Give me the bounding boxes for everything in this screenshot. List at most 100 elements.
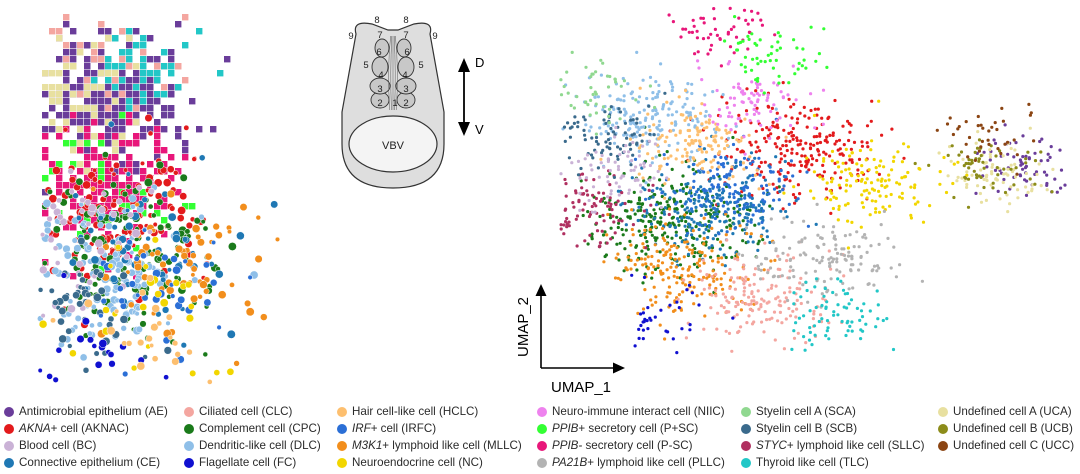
umap-point (611, 123, 615, 127)
spatial-cell (70, 203, 77, 210)
umap-point (678, 188, 682, 192)
spatial-cell (140, 56, 147, 63)
umap-point (690, 291, 695, 295)
dv-label-ventral: V (475, 122, 484, 137)
legend-label-text: Neuro-immune interact cell (NIIC) (552, 405, 725, 418)
umap-point (836, 218, 840, 222)
umap-point (784, 209, 788, 214)
umap-point (681, 267, 685, 271)
umap-point (833, 142, 837, 146)
umap-point (606, 212, 610, 217)
umap-point (721, 287, 725, 291)
umap-point (642, 275, 647, 279)
umap-point (875, 269, 879, 273)
umap-point (725, 230, 729, 234)
spatial-cell (168, 84, 175, 91)
umap-point (770, 316, 774, 320)
umap-point (757, 93, 762, 97)
umap-point (751, 213, 755, 217)
umap-point (690, 217, 694, 221)
umap-point (761, 238, 765, 242)
legend-label: Hair cell-like cell (HCLC) (352, 405, 478, 418)
umap-point (988, 148, 992, 152)
umap-point (722, 200, 726, 204)
umap-point (743, 65, 747, 69)
spatial-cell (182, 258, 188, 264)
umap-point (614, 181, 618, 185)
legend-label-text: + cell (AKNAC) (50, 422, 129, 435)
spatial-cell (161, 105, 168, 112)
umap-point (742, 282, 746, 286)
schematic-region-label: 7 (403, 30, 408, 41)
spatial-cell (134, 277, 141, 284)
umap-point (747, 133, 751, 137)
umap-point (638, 183, 643, 187)
umap-point (766, 93, 770, 97)
umap-point (808, 330, 813, 334)
spatial-cell (105, 203, 112, 210)
umap-point (700, 250, 704, 255)
spatial-cell (123, 167, 129, 173)
umap-point (798, 111, 802, 115)
umap-point (668, 223, 673, 228)
umap-point (1024, 185, 1028, 189)
umap-point (760, 128, 765, 132)
umap-point (951, 181, 955, 186)
spatial-cell (126, 91, 133, 98)
umap-point (725, 299, 729, 303)
spatial-cell (97, 179, 104, 186)
umap-point (892, 245, 896, 249)
umap-point (691, 118, 695, 123)
schematic-region-label: 8 (374, 15, 379, 26)
spatial-cell (140, 189, 147, 196)
spatial-cell (63, 105, 70, 112)
spatial-cell (86, 330, 93, 337)
spatial-cell (105, 77, 112, 84)
spatial-cell (154, 147, 161, 154)
umap-point (705, 195, 709, 199)
spatial-cell (126, 140, 133, 147)
umap-point (747, 97, 751, 101)
umap-point (813, 107, 817, 111)
umap-point (942, 155, 946, 160)
umap-point (1058, 148, 1062, 152)
spatial-cell (91, 176, 98, 183)
umap-point (1006, 210, 1010, 214)
umap-point (701, 258, 705, 262)
umap-point (587, 198, 591, 203)
umap-point (855, 230, 859, 234)
umap-point (987, 142, 991, 146)
umap-point (687, 159, 691, 163)
umap-point (698, 250, 702, 254)
umap-point (606, 204, 610, 208)
umap-point (763, 256, 768, 261)
spatial-cell (189, 369, 197, 377)
umap-point (615, 98, 620, 102)
umap-point (912, 186, 917, 190)
umap-point (765, 301, 769, 305)
umap-point (792, 185, 796, 189)
umap-point (638, 121, 642, 125)
umap-point (860, 315, 865, 319)
umap-point (949, 159, 953, 163)
umap-point (665, 162, 669, 166)
umap-point (757, 165, 761, 169)
umap-point (659, 272, 664, 276)
umap-point (710, 275, 714, 279)
umap-point (784, 144, 788, 148)
umap-point (738, 224, 742, 228)
umap-point (725, 173, 729, 177)
umap-point (916, 200, 920, 204)
spatial-cell (65, 327, 73, 335)
umap-point (658, 153, 662, 157)
umap-point (608, 207, 612, 211)
umap-point (842, 253, 847, 257)
umap-point (807, 338, 812, 342)
umap-point (824, 152, 828, 156)
umap-point (1045, 188, 1049, 192)
umap-point (745, 321, 749, 325)
umap-point (859, 225, 863, 229)
umap-point (846, 119, 850, 123)
umap-point (629, 115, 633, 119)
umap-point (711, 269, 715, 273)
